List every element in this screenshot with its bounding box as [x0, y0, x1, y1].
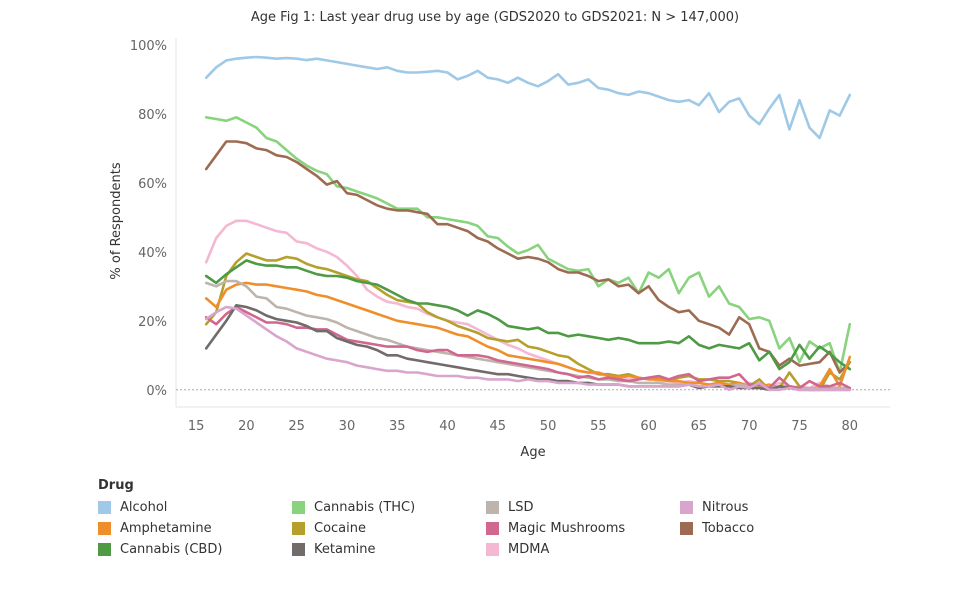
- y-tick-label: 20%: [138, 315, 167, 330]
- legend-items: Alcohol Amphetamine Cannabis (CBD) Cannabis…: [98, 497, 938, 560]
- legend-swatch: [486, 543, 499, 556]
- x-tick-label: 50: [540, 419, 557, 434]
- legend-label: Cannabis (THC): [314, 500, 416, 515]
- legend-item-magic-mushrooms[interactable]: Magic Mushrooms: [486, 518, 680, 539]
- x-tick-label: 20: [238, 419, 255, 434]
- legend-item-ketamine[interactable]: Ketamine: [292, 539, 486, 560]
- x-tick-label: 30: [339, 419, 356, 434]
- y-tick-label: 100%: [130, 39, 167, 54]
- legend-swatch: [98, 501, 111, 514]
- x-tick-label: 75: [791, 419, 808, 434]
- series-line-cannabis-cbd: [204, 259, 852, 371]
- series-line-tobacco: [204, 140, 852, 374]
- legend-item-mdma[interactable]: MDMA: [486, 539, 680, 560]
- legend-label: Alcohol: [120, 500, 168, 515]
- legend-swatch: [98, 522, 111, 535]
- y-tick-label: 60%: [138, 177, 167, 192]
- legend-swatch: [292, 543, 305, 556]
- legend-swatch: [680, 522, 693, 535]
- series-line-alcohol: [204, 55, 852, 140]
- x-axis-ticks: 15 20 25 30 35 40 45 50 55 60 65 70 75 80: [188, 419, 858, 434]
- series-lines: [204, 55, 852, 392]
- legend-swatch: [486, 522, 499, 535]
- x-axis-label: Age: [520, 445, 545, 460]
- series-line-cannabis-thc: [204, 116, 852, 374]
- x-tick-label: 80: [842, 419, 859, 434]
- x-tick-label: 45: [490, 419, 507, 434]
- x-tick-label: 25: [288, 419, 305, 434]
- series-line-lsd: [204, 279, 852, 390]
- y-tick-label: 40%: [138, 246, 167, 261]
- legend-swatch: [486, 501, 499, 514]
- chart-title: Age Fig 1: Last year drug use by age (GD…: [251, 10, 739, 25]
- x-tick-label: 55: [590, 419, 607, 434]
- legend: Drug Alcohol Amphetamine Cannabis (CBD) Can…: [98, 478, 938, 560]
- legend-item-cocaine[interactable]: Cocaine: [292, 518, 486, 539]
- legend-item-cannabis-cbd[interactable]: Cannabis (CBD): [98, 539, 292, 560]
- plot-area: [175, 38, 890, 408]
- legend-swatch: [292, 522, 305, 535]
- legend-label: MDMA: [508, 542, 550, 557]
- series-line-nitrous: [204, 305, 852, 392]
- legend-item-tobacco[interactable]: Tobacco: [680, 518, 874, 539]
- legend-label: Cannabis (CBD): [120, 542, 223, 557]
- legend-item-alcohol[interactable]: Alcohol: [98, 497, 292, 518]
- x-tick-label: 35: [389, 419, 406, 434]
- legend-swatch: [98, 543, 111, 556]
- legend-label: LSD: [508, 500, 534, 515]
- x-tick-label: 70: [741, 419, 758, 434]
- legend-item-nitrous[interactable]: Nitrous: [680, 497, 874, 518]
- legend-label: Magic Mushrooms: [508, 521, 626, 536]
- legend-label: Ketamine: [314, 542, 376, 557]
- legend-swatch: [292, 501, 305, 514]
- series-line-cocaine: [204, 252, 852, 392]
- series-line-mdma: [204, 219, 852, 390]
- y-tick-label: 0%: [146, 384, 167, 399]
- y-axis-ticks: 0% 20% 40% 60% 80% 100%: [130, 39, 167, 399]
- x-tick-label: 60: [640, 419, 657, 434]
- legend-item-lsd[interactable]: LSD: [486, 497, 680, 518]
- x-tick-label: 40: [439, 419, 456, 434]
- y-tick-label: 80%: [138, 108, 167, 123]
- legend-item-cannabis-thc[interactable]: Cannabis (THC): [292, 497, 486, 518]
- legend-label: Cocaine: [314, 521, 366, 536]
- legend-title: Drug: [98, 478, 134, 493]
- legend-item-amphetamine[interactable]: Amphetamine: [98, 518, 292, 539]
- legend-swatch: [680, 501, 693, 514]
- x-tick-label: 15: [188, 419, 205, 434]
- legend-label: Amphetamine: [120, 521, 212, 536]
- x-tick-label: 65: [691, 419, 708, 434]
- y-axis-label: % of Respondents: [109, 162, 124, 279]
- legend-label: Nitrous: [702, 500, 749, 515]
- legend-label: Tobacco: [702, 521, 755, 536]
